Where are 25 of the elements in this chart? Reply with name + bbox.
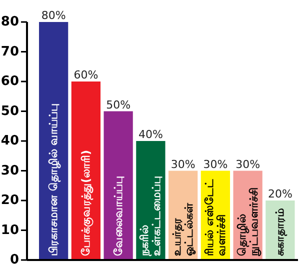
y-tick-label: 60 [0,74,19,89]
x-tick-label: தொழில் நுட்பவளர்ச்சி [235,187,262,257]
x-tick-label: ரியல் எஸ்டேட் வளர்ச்சி [202,179,228,256]
y-tick-label: 0 [10,252,19,264]
y-tick-label: 50 [0,104,19,119]
y-tick-label: 40 [0,134,19,148]
data-label: 30% [203,158,228,171]
x-tick-label: வேலைவாய்ப்பு [112,176,125,256]
data-label: 40% [138,128,163,141]
data-label: 20% [268,188,292,200]
x-tick-label: போக்குவரத்து(லாரி) [79,150,94,256]
y-tick-label: 20 [0,193,19,208]
data-label: 30% [170,158,196,171]
y-tick-label: 10 [0,222,19,238]
y-tick-label: 30 [0,163,19,178]
x-tick-label: நகரில் உள்கட்டமைப்பு [138,176,164,257]
x-tick-label: சுகாதாரம் [274,208,288,256]
y-tick-label: 80 [0,14,19,30]
data-label: 30% [236,158,260,171]
data-label: 60% [74,68,98,82]
x-tick-label: பிரகாசமான தொழில் வாய்ப்பு [47,103,62,256]
x-tick-label: உயர்தர ஓட்டல்கள் [170,202,196,256]
y-tick-label: 70 [0,44,19,60]
data-label: 50% [106,98,131,112]
data-label: 80% [41,9,66,22]
